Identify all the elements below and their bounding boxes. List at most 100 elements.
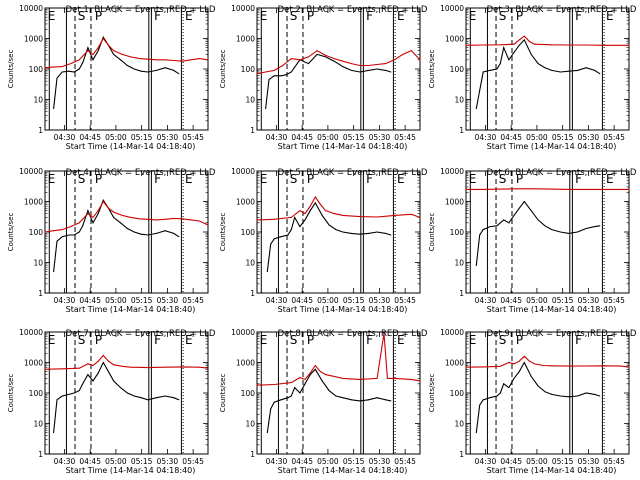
point-events [156,69,158,71]
event-letter: E [606,9,614,23]
chart-panel-det-7: Det 7: BLACK = Events, RED = LLD 1 10 100 10… [7,328,216,475]
point-lld [513,43,515,45]
point-lld [53,66,55,68]
point-events [314,368,316,370]
point-events [56,77,58,79]
x-tick-label: 04:30 [475,296,497,305]
point-events [173,69,175,71]
point-lld [121,214,123,216]
point-events [102,199,104,201]
point-events [294,387,296,389]
point-lld [376,64,378,66]
point-lld [482,366,484,368]
point-events [482,71,484,73]
point-lld [44,368,46,370]
point-events [350,232,352,234]
x-tick-label: 05:00 [317,133,339,142]
point-lld [92,364,94,366]
point-events [56,399,58,401]
event-letter: E [397,333,405,347]
y-tick-label: 1 [38,289,43,298]
series-line-events [53,198,180,272]
point-events [577,69,579,71]
y-tick-label: 10 [454,420,464,429]
point-events [133,231,135,233]
y-tick-label: 1000 [24,35,43,44]
point-events [268,79,270,81]
point-events [342,397,344,399]
point-lld [107,360,109,362]
point-events [342,231,344,233]
point-events [173,232,175,234]
point-events [376,397,378,399]
point-events [508,222,510,224]
x-tick-label: 04:30 [266,457,288,466]
x-tick-label: 05:30 [369,296,391,305]
x-tick-label: 05:30 [578,133,600,142]
point-lld [309,372,311,374]
point-events [390,400,392,402]
x-tick-label: 04:30 [266,133,288,142]
point-lld [87,363,89,365]
point-events [537,63,539,65]
y-tick-label: 100 [29,228,44,237]
point-lld [173,217,175,219]
point-lld [325,374,327,376]
point-lld [299,377,301,379]
point-lld [534,43,536,45]
series-line-lld [256,195,421,221]
point-lld [342,377,344,379]
point-events [299,226,301,228]
y-tick-label: 10000 [19,4,43,13]
point-events [568,396,570,398]
point-lld [299,59,301,61]
point-lld [342,60,344,62]
point-lld [628,366,630,368]
y-tick-label: 10 [33,259,43,268]
point-lld [314,196,316,198]
point-lld [207,59,209,61]
point-lld [551,365,553,367]
point-events [390,234,392,236]
y-tick-label: 1 [459,289,464,298]
point-events [164,230,166,232]
point-lld [628,44,630,46]
point-events [61,236,63,238]
point-lld [518,39,520,41]
point-events [307,63,309,65]
x-tick-label: 05:00 [526,133,548,142]
point-lld [121,365,123,367]
series-line-lld [256,49,421,75]
point-lld [368,65,370,67]
y-tick-label: 100 [29,65,44,74]
event-letter: P [95,172,102,186]
point-events [496,225,498,227]
point-events [156,397,158,399]
point-lld [325,54,327,56]
point-events [68,393,70,395]
point-events [499,63,501,65]
point-lld [113,211,115,213]
point-events [53,271,55,273]
point-lld [164,366,166,368]
chart-title: Det 4: BLACK = Events, RED = LLD [66,168,216,178]
point-events [475,264,477,266]
event-letter: E [469,333,477,347]
point-lld [87,50,89,52]
point-events [92,380,94,382]
point-events [503,47,505,49]
y-axis-label: Counts/sec [428,50,436,89]
point-events [266,271,268,273]
chart-panel-det-5: Det 5: BLACK = Events, RED = LLD 1 10 100 10… [219,167,428,314]
point-events [523,201,525,202]
y-tick-label: 10000 [19,167,43,176]
point-lld [102,354,104,356]
point-events [178,236,180,238]
x-tick-label: 05:45 [603,133,625,142]
point-lld [585,365,587,367]
point-lld [256,219,258,221]
point-lld [319,371,321,373]
point-events [78,231,80,233]
point-lld [207,224,209,226]
point-events [350,399,352,401]
